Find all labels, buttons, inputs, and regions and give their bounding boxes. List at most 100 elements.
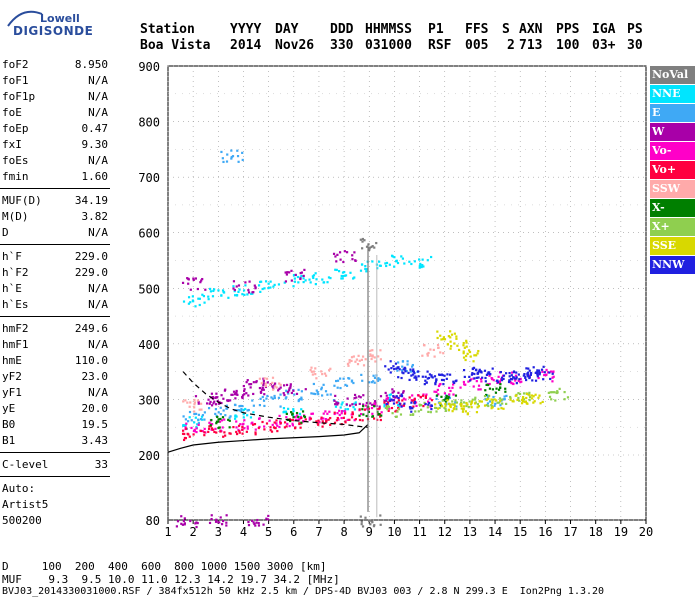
data-point [333, 421, 337, 424]
data-point [340, 416, 343, 420]
data-point [242, 408, 245, 412]
data-point [418, 403, 421, 406]
data-point [350, 359, 353, 363]
data-point [408, 378, 411, 382]
footer-file-row: BVJ03_2014330031000.RSF / 384fx512h 50 k… [2, 586, 605, 597]
data-point [360, 263, 364, 266]
data-point [214, 408, 218, 411]
data-point [499, 383, 502, 386]
data-point [217, 411, 220, 414]
data-point [421, 394, 425, 397]
data-point [462, 380, 466, 384]
param-value: N/A [88, 226, 108, 239]
data-point [261, 420, 264, 424]
header-val-1: 2014 [230, 38, 262, 53]
data-point [232, 285, 235, 288]
data-point [439, 351, 442, 354]
data-point [220, 394, 223, 397]
data-point [273, 426, 276, 430]
data-point [462, 350, 465, 353]
data-point [563, 390, 566, 394]
data-point [417, 375, 420, 378]
data-point [340, 410, 344, 413]
data-point [497, 407, 500, 410]
data-point [210, 517, 213, 521]
data-point [349, 271, 352, 274]
data-point [276, 424, 279, 427]
data-point [526, 372, 529, 375]
data-point [248, 280, 251, 283]
param-row: hmF1 N/A [2, 338, 110, 354]
data-point [449, 389, 452, 393]
data-point [538, 394, 541, 397]
data-point [524, 375, 527, 378]
logo-digisonde: DIGISONDE [13, 24, 94, 38]
data-point [426, 406, 429, 409]
data-point [229, 432, 232, 435]
data-point [360, 523, 363, 526]
data-point [446, 399, 449, 402]
data-point [310, 412, 313, 415]
param-row: foEs N/A [2, 154, 110, 170]
data-point [508, 371, 511, 375]
data-point [197, 423, 200, 426]
data-point [427, 403, 430, 406]
data-point [279, 421, 282, 425]
data-point [465, 404, 468, 408]
data-point [397, 408, 401, 411]
data-point [270, 396, 273, 399]
data-point [264, 384, 267, 388]
data-point [215, 518, 218, 521]
data-point [270, 430, 274, 433]
data-point [336, 416, 339, 420]
data-point [430, 375, 433, 378]
data-point [258, 377, 261, 380]
data-point [180, 522, 183, 525]
data-point [258, 386, 262, 390]
data-point [279, 405, 282, 408]
data-point [453, 332, 456, 335]
data-point [209, 287, 212, 291]
data-point [410, 262, 413, 266]
data-point [184, 423, 187, 426]
data-point [315, 278, 318, 281]
data-point [324, 410, 327, 413]
series-nnw [384, 360, 554, 413]
data-point [485, 373, 489, 376]
data-point [370, 357, 373, 361]
param-name: foEs [2, 154, 29, 167]
param-value: N/A [88, 338, 108, 351]
data-point [462, 356, 466, 359]
data-point [447, 408, 451, 411]
data-point [466, 403, 469, 406]
data-point [515, 371, 518, 374]
data-point [232, 280, 236, 283]
data-point [218, 521, 221, 524]
data-point [300, 396, 303, 399]
data-point [283, 281, 286, 284]
divider [0, 316, 110, 317]
data-point [279, 420, 282, 423]
data-point [351, 258, 354, 261]
data-point [229, 415, 232, 418]
data-point [445, 397, 449, 400]
data-point [525, 367, 528, 370]
data-point [465, 354, 468, 358]
data-point [449, 340, 452, 343]
data-point [454, 399, 457, 402]
data-point [397, 405, 401, 408]
data-point [442, 378, 445, 382]
data-point [211, 396, 215, 399]
data-point [388, 396, 391, 399]
data-point [428, 401, 431, 405]
data-point [225, 160, 229, 163]
data-point [260, 382, 263, 385]
data-point [542, 378, 545, 381]
param-row: fxI 9.30 [2, 138, 110, 154]
data-point [509, 395, 512, 399]
data-point [231, 155, 235, 158]
data-point [292, 416, 295, 419]
data-point [478, 400, 481, 403]
param-value: 8.950 [74, 58, 108, 71]
data-point [225, 407, 229, 410]
